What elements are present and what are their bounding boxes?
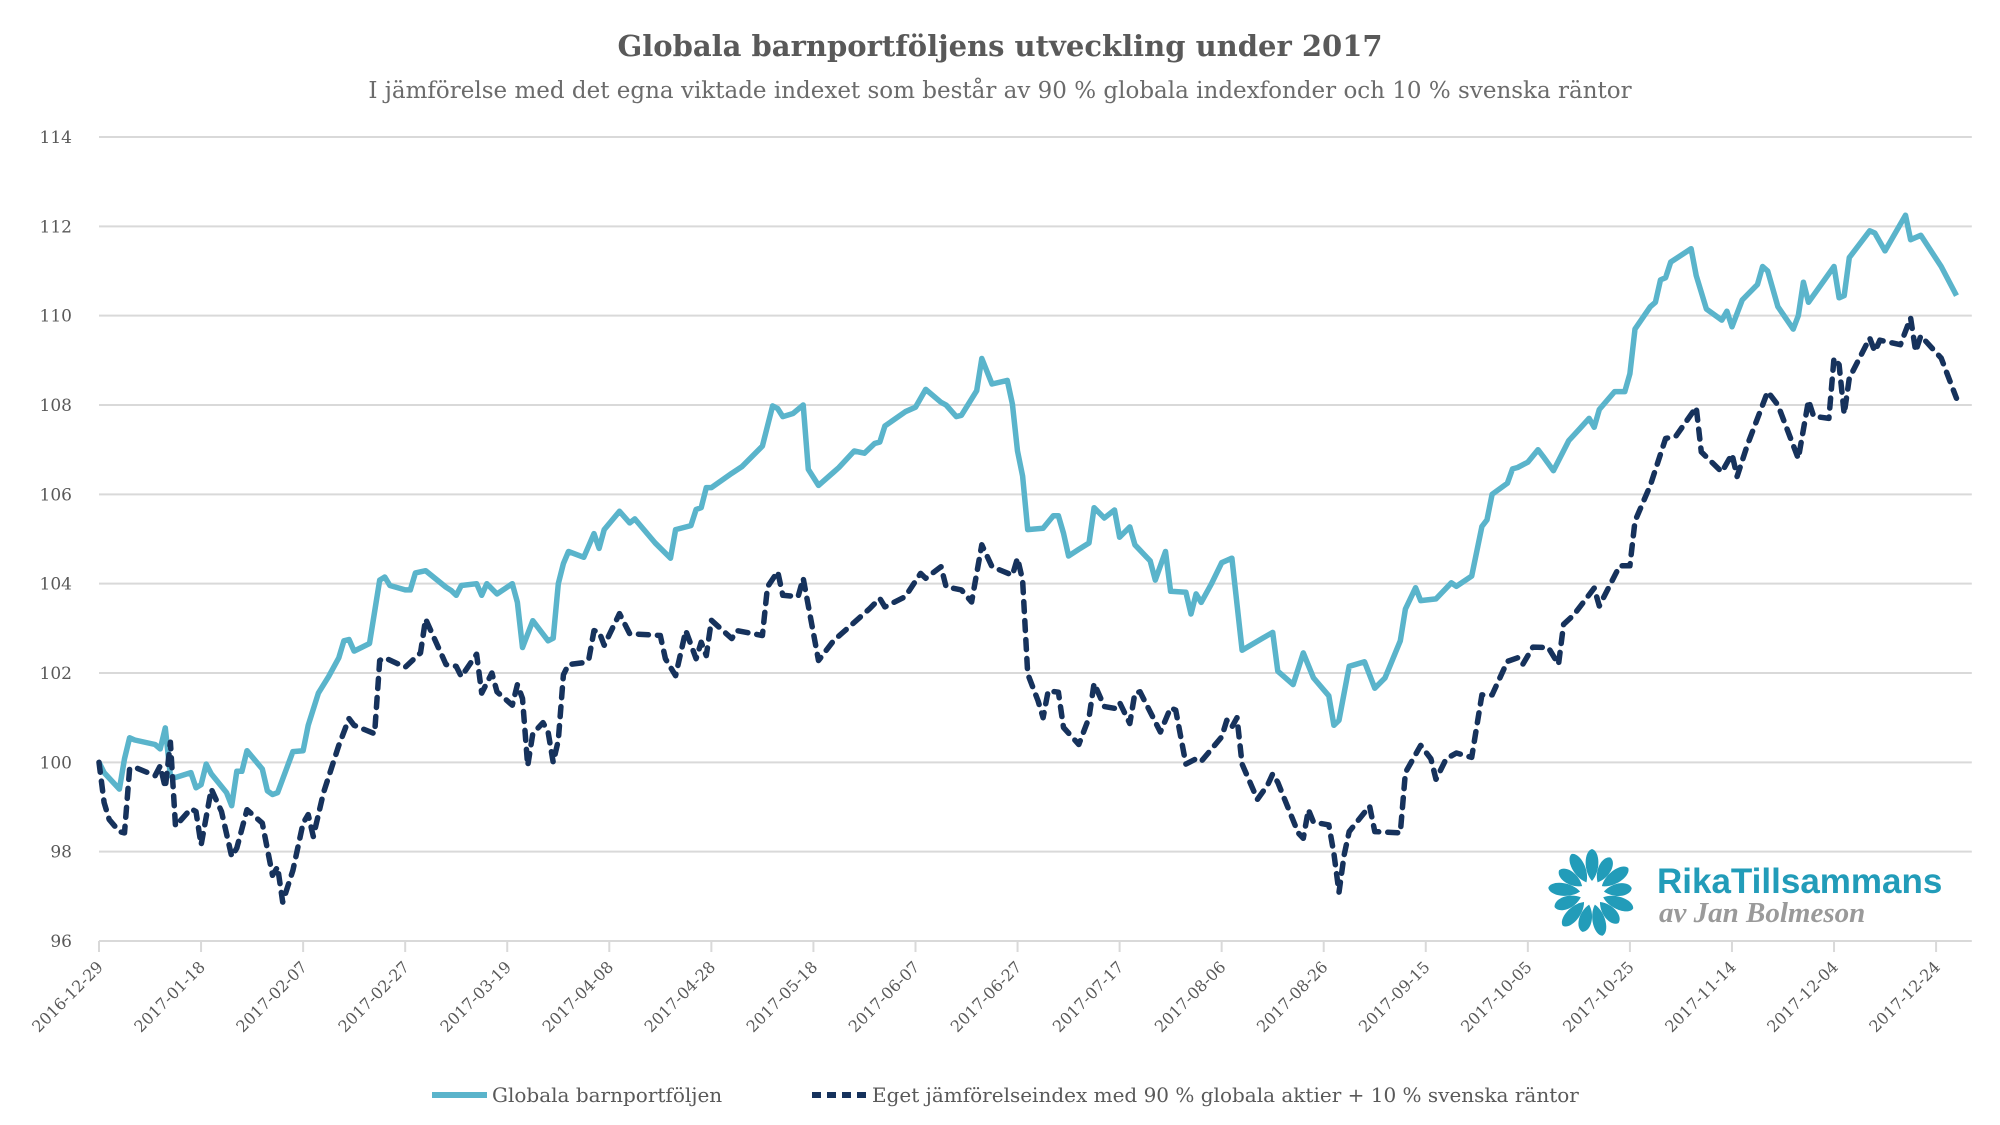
gridlines [99, 136, 1972, 942]
x-tick-label: 2017-04-08 [538, 957, 617, 1036]
x-tick-label: 2017-02-07 [232, 957, 311, 1036]
x-tick-label: 2017-06-07 [845, 957, 924, 1036]
chart-title: Globala barnportföljens utveckling under… [617, 29, 1382, 63]
flower-petal [1548, 882, 1581, 896]
x-tick-label: 2017-11-14 [1661, 957, 1740, 1036]
y-tick-label: 110 [40, 307, 72, 327]
flower-petal [1578, 904, 1592, 932]
flower-logo-icon [1548, 849, 1634, 936]
y-tick-label: 98 [50, 843, 72, 863]
legend: Globala barnportföljen Eget jämförelsein… [432, 1083, 1579, 1107]
series-line-index [96, 315, 1960, 905]
x-tick-label: 2017-10-05 [1457, 957, 1536, 1036]
logo-byline: av Jan Bolmeson [1659, 897, 1865, 929]
x-tick-label: 2017-10-25 [1559, 957, 1638, 1036]
flower-petal [1599, 901, 1620, 924]
x-axis-ticks: 2016-12-29 2017-01-18 2017-02-07 2017-02-27… [28, 941, 1944, 1036]
series-line-portfolio [96, 212, 1959, 809]
y-axis-ticks: 96 98 100 102 104 106 108 110 112 114 [40, 128, 72, 952]
x-tick-label: 2017-03-19 [436, 957, 515, 1036]
legend-label-portfolio: Globala barnportföljen [492, 1083, 722, 1107]
rikatillsammans-logo: RikaTillsammans av Jan Bolmeson [1548, 849, 1942, 936]
y-tick-label: 100 [40, 753, 72, 773]
x-tick-label: 2017-08-26 [1253, 957, 1332, 1036]
x-tick-label: 2017-06-27 [947, 957, 1026, 1036]
flower-petal [1601, 866, 1629, 887]
x-tick-label: 2017-07-17 [1049, 957, 1128, 1036]
x-tick-label: 2017-01-18 [130, 957, 209, 1036]
x-tick-label: 2017-04-28 [641, 957, 720, 1036]
x-tick-label: 2016-12-29 [28, 957, 107, 1036]
flower-petal [1596, 857, 1613, 883]
x-tick-label: 2017-09-15 [1355, 957, 1434, 1036]
x-tick-label: 2017-12-24 [1865, 957, 1944, 1036]
y-tick-label: 96 [50, 932, 72, 952]
flower-petal [1603, 895, 1634, 912]
y-tick-label: 104 [40, 575, 72, 595]
y-tick-label: 114 [40, 128, 72, 148]
chart-subtitle: I jämförelse med det egna viktade indexe… [368, 77, 1631, 104]
x-tick-label: 2017-05-18 [743, 957, 822, 1036]
flower-petal [1558, 868, 1583, 887]
flower-petal [1592, 904, 1607, 936]
flower-petal [1569, 854, 1588, 883]
flower-petal [1603, 883, 1632, 897]
series-lines [96, 212, 1960, 905]
y-tick-label: 102 [40, 664, 72, 684]
flower-petal [1585, 849, 1599, 881]
x-tick-label: 2017-08-06 [1151, 957, 1230, 1036]
flower-petal [1554, 895, 1581, 911]
x-tick-label: 2017-02-27 [334, 957, 413, 1036]
y-tick-label: 106 [40, 485, 72, 505]
legend-label-index: Eget jämförelseindex med 90 % globala ak… [872, 1083, 1579, 1107]
logo-name: RikaTillsammans [1657, 862, 1942, 901]
y-tick-label: 108 [40, 396, 72, 416]
flower-petal [1561, 901, 1585, 927]
y-tick-label: 112 [40, 217, 72, 237]
x-tick-label: 2017-12-04 [1763, 957, 1842, 1036]
